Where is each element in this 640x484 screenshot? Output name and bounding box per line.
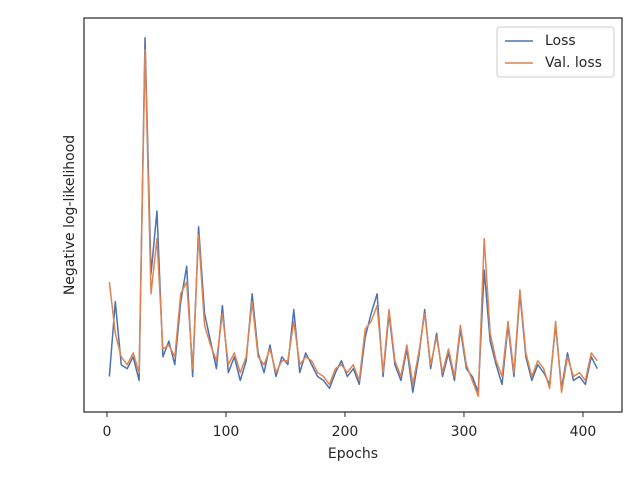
x-tick-label: 400 xyxy=(570,424,597,440)
x-axis-label: Epochs xyxy=(328,446,378,462)
legend-label: Val. loss xyxy=(545,55,602,71)
x-tick-label: 200 xyxy=(332,424,359,440)
legend-label: Loss xyxy=(545,33,576,49)
x-tick-label: 0 xyxy=(103,424,112,440)
legend-box xyxy=(496,26,615,78)
y-axis-label: Negative log-likelihood xyxy=(62,135,78,295)
line xyxy=(108,48,598,397)
x-tick-label: 300 xyxy=(451,424,478,440)
x-tick-label: 100 xyxy=(213,424,240,440)
plot-frame xyxy=(83,17,623,413)
